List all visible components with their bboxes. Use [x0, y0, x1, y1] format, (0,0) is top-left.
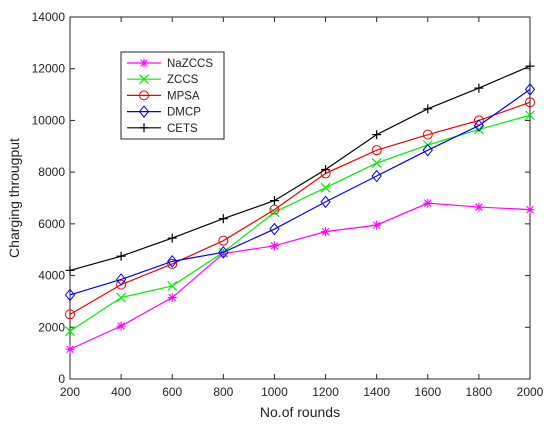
x-axis-label: No.of rounds [260, 404, 340, 420]
series-cets [65, 61, 535, 275]
data-point [116, 321, 126, 331]
series-line [69, 101, 531, 315]
data-point [371, 158, 382, 169]
data-point [116, 292, 127, 303]
data-point [372, 220, 382, 230]
data-point [321, 165, 331, 175]
series-line [69, 88, 531, 296]
legend-item: DMCP [127, 105, 201, 119]
data-point [269, 196, 279, 206]
data-point [218, 214, 228, 224]
x-tick-label: 1000 [261, 385, 288, 399]
legend-item: MPSA [127, 90, 200, 102]
data-point [115, 273, 127, 286]
data-point [321, 227, 331, 237]
series-dmcp [64, 83, 536, 302]
data-point [269, 222, 280, 236]
data-point [320, 182, 331, 193]
y-tick-label: 14000 [32, 10, 66, 24]
x-tick-label: 200 [60, 385, 80, 399]
data-point [167, 258, 178, 269]
data-point [525, 61, 535, 71]
legend-label: NaZCCS [167, 58, 213, 70]
y-tick-label: 10000 [32, 113, 66, 127]
y-tick-label: 4000 [38, 269, 65, 283]
x-tick-label: 1400 [363, 385, 390, 399]
data-point [423, 198, 433, 208]
data-point [167, 293, 177, 303]
data-point [167, 233, 177, 243]
data-point [269, 207, 280, 218]
data-point [116, 251, 126, 261]
data-point [65, 265, 75, 275]
data-point [422, 143, 433, 157]
legend-label: CETS [167, 123, 198, 135]
y-tick-label: 2000 [38, 320, 65, 334]
y-axis-label: Charging througput [6, 138, 22, 258]
data-point [218, 235, 229, 246]
data-point [371, 145, 382, 156]
data-point [525, 205, 535, 215]
data-point [269, 241, 279, 251]
data-point [372, 130, 382, 140]
legend-marker [139, 90, 149, 101]
y-tick-label: 6000 [38, 217, 65, 231]
data-point [65, 344, 75, 354]
y-tick-label: 0 [58, 372, 65, 386]
y-tick-label: 12000 [32, 62, 66, 76]
data-point [525, 110, 535, 121]
legend-marker [139, 123, 149, 133]
legend-marker [139, 58, 149, 68]
data-point [64, 288, 76, 302]
legend-label: MPSA [167, 90, 200, 102]
x-tick-label: 800 [213, 385, 233, 399]
legend-item: CETS [127, 123, 198, 135]
data-point [473, 119, 485, 132]
x-tick-label: 1200 [312, 385, 339, 399]
data-point [218, 246, 229, 259]
y-tick-label: 8000 [38, 165, 65, 179]
x-tick-label: 2000 [517, 385, 544, 399]
x-tick-label: 600 [162, 385, 182, 399]
x-tick-label: 1600 [414, 385, 441, 399]
legend: NaZCCS ZCCS MPSA DMCP CETS [120, 51, 225, 140]
legend-item: ZCCS [127, 74, 199, 86]
data-point [269, 204, 280, 215]
data-point [422, 129, 433, 140]
data-point [116, 279, 127, 290]
series-nazccs [65, 198, 535, 354]
legend-marker [139, 74, 149, 85]
data-point [524, 83, 536, 96]
series-line [69, 202, 531, 350]
data-point [371, 169, 382, 183]
x-tick-label: 1800 [466, 385, 493, 399]
data-point [474, 202, 484, 212]
data-point [65, 326, 75, 337]
legend-label: ZCCS [167, 74, 199, 86]
data-point [525, 97, 535, 108]
data-point [167, 255, 178, 268]
data-point [320, 195, 331, 209]
x-tick-label: 400 [111, 385, 131, 399]
data-point [65, 309, 75, 320]
data-point [167, 280, 178, 291]
legend-label: DMCP [167, 107, 201, 119]
legend-item: NaZCCS [127, 58, 213, 70]
data-point [423, 104, 433, 114]
legend-marker [138, 105, 150, 118]
data-point [474, 83, 484, 93]
series-line [69, 65, 531, 271]
